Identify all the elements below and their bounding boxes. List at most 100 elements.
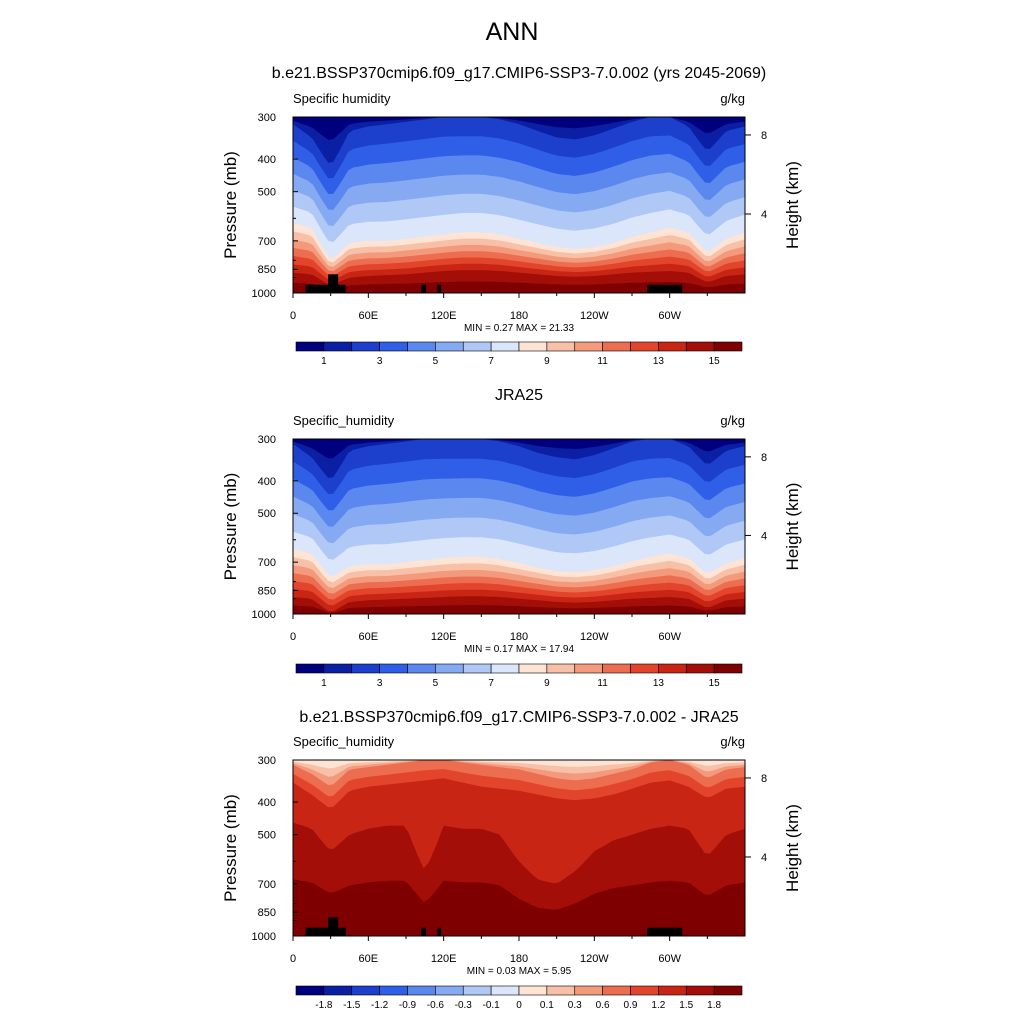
colorbar-label: -0.3 <box>455 1000 473 1011</box>
colorbar-box-8 <box>490 985 520 996</box>
colorbar-label: -1.5 <box>343 1000 361 1011</box>
colorbar-box-12 <box>602 341 631 352</box>
colorbar-label: 1.8 <box>707 1000 721 1011</box>
colorbar-label: 15 <box>709 356 721 367</box>
colorbar-label: 11 <box>597 356 608 367</box>
x-tick-label: 60W <box>658 310 681 322</box>
y-axis-label: Pressure (mb) <box>221 151 240 259</box>
right-tick-label: 4 <box>761 530 767 542</box>
colorbar-box-9 <box>518 985 548 996</box>
colorbar-label: 0.6 <box>596 1000 610 1011</box>
colorbar-box-5 <box>407 663 436 674</box>
colorbar-box-4 <box>379 985 408 996</box>
colorbar-box-10 <box>546 985 576 996</box>
colorbar-box-13 <box>630 985 659 996</box>
colorbar-label: 7 <box>488 356 494 367</box>
colorbar-label: 5 <box>433 678 439 689</box>
colorbar-label: -1.2 <box>371 1000 389 1011</box>
colorbar-box-10 <box>546 663 576 674</box>
colorbar-box-3 <box>351 341 380 352</box>
colorbar-label: 9 <box>544 356 550 367</box>
colorbar-label: -0.1 <box>483 1000 501 1011</box>
colorbar-label: 9 <box>544 678 550 689</box>
colorbar-box-10 <box>546 341 576 352</box>
land-mask-1 <box>305 927 346 936</box>
colorbar-box-6 <box>435 341 464 352</box>
colorbar-label: 1 <box>321 678 327 689</box>
colorbar-box-8 <box>490 341 520 352</box>
variable-label: Specific_humidity <box>293 734 395 749</box>
contour-band-15 <box>293 605 745 614</box>
contour-band-15 <box>293 879 745 936</box>
y-tick-label: 500 <box>258 187 276 199</box>
colorbar-label: 15 <box>709 678 721 689</box>
x-tick-label: 120E <box>431 631 457 643</box>
colorbar-box-2 <box>323 663 353 674</box>
colorbar-box-2 <box>323 985 353 996</box>
colorbar-box-15 <box>685 341 715 352</box>
x-tick-label: 120E <box>431 310 457 322</box>
colorbar-box-16 <box>713 341 743 352</box>
colorbar-label: 1 <box>321 356 327 367</box>
colorbar-label: 0 <box>516 1000 522 1011</box>
chart-panel-1: b.e21.BSSP370cmip6.f09_g17.CMIP6-SSP3-7.… <box>221 65 802 367</box>
land-mask-4 <box>437 284 442 293</box>
colorbar-box-7 <box>462 341 492 352</box>
right-axis-label: Height (km) <box>783 483 802 571</box>
x-tick-label: 60W <box>658 953 681 965</box>
variable-label: Specific humidity <box>293 91 391 106</box>
y-tick-label: 850 <box>258 585 276 597</box>
colorbar-box-6 <box>435 985 464 996</box>
y-tick-label: 500 <box>258 508 276 520</box>
colorbar-box-14 <box>658 663 687 674</box>
y-tick-label: 300 <box>258 112 276 124</box>
colorbar-box-4 <box>379 663 408 674</box>
min-max-stats: MIN = 0.27 MAX = 21.33 <box>464 323 574 334</box>
colorbar-label: 0.9 <box>624 1000 638 1011</box>
colorbar-box-9 <box>518 663 548 674</box>
colorbar-box-12 <box>602 663 631 674</box>
x-tick-label: 0 <box>290 310 296 322</box>
colorbar-label: 3 <box>377 678 383 689</box>
colorbar-box-9 <box>518 341 548 352</box>
colorbar-box-12 <box>602 985 631 996</box>
x-tick-label: 120E <box>431 953 457 965</box>
y-tick-label: 850 <box>258 907 276 919</box>
land-mask-4 <box>437 927 442 936</box>
min-max-stats: MIN = 0.17 MAX = 17.94 <box>464 644 574 655</box>
right-axis-label: Height (km) <box>783 161 802 249</box>
y-tick-label: 300 <box>258 755 276 767</box>
y-tick-label: 700 <box>258 879 276 891</box>
x-tick-label: 120W <box>580 953 609 965</box>
x-tick-label: 0 <box>290 953 296 965</box>
colorbar-box-1 <box>295 663 325 674</box>
x-tick-label: 120W <box>580 631 609 643</box>
y-tick-label: 850 <box>258 264 276 276</box>
x-tick-label: 180 <box>510 631 528 643</box>
land-mask-5 <box>647 284 683 293</box>
colorbar-label: 1.2 <box>651 1000 665 1011</box>
colorbar-box-2 <box>323 341 353 352</box>
colorbar-label: -1.8 <box>315 1000 333 1011</box>
colorbar-label: 7 <box>488 678 494 689</box>
colorbar-box-7 <box>462 663 492 674</box>
x-tick-label: 60E <box>359 953 379 965</box>
units-label: g/kg <box>720 91 745 106</box>
colorbar-box-3 <box>351 663 380 674</box>
panel-title: b.e21.BSSP370cmip6.f09_g17.CMIP6-SSP3-7.… <box>299 709 738 726</box>
right-tick-label: 8 <box>761 130 767 142</box>
y-tick-label: 1000 <box>252 931 276 943</box>
y-axis-label: Pressure (mb) <box>221 473 240 581</box>
x-tick-label: 0 <box>290 631 296 643</box>
colorbar-box-3 <box>351 985 380 996</box>
y-axis-label: Pressure (mb) <box>221 794 240 902</box>
colorbar-label: 13 <box>653 356 665 367</box>
y-tick-label: 700 <box>258 557 276 569</box>
colorbar-box-13 <box>630 341 659 352</box>
colorbar-box-15 <box>685 663 715 674</box>
x-tick-label: 120W <box>580 310 609 322</box>
panel-title: JRA25 <box>495 387 543 404</box>
units-label: g/kg <box>720 734 745 749</box>
